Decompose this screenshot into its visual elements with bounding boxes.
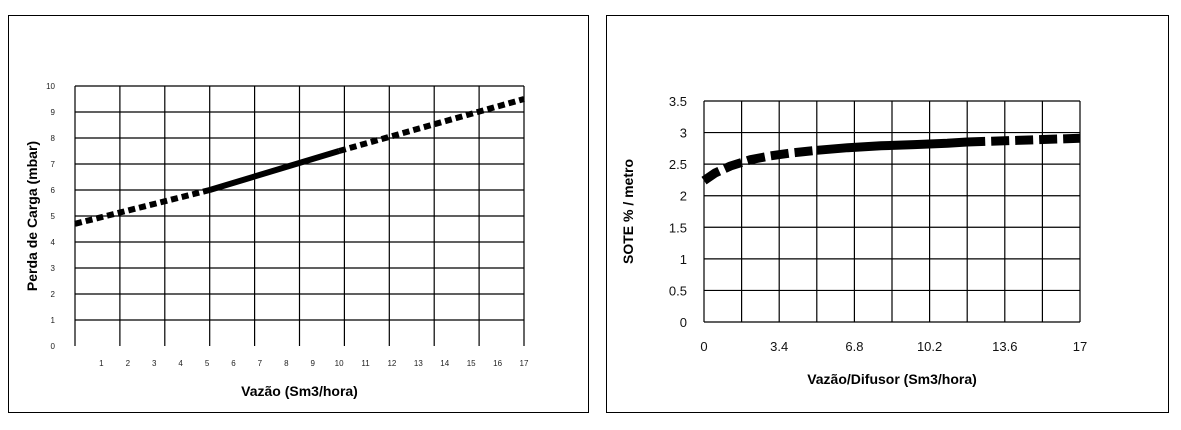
y-tick-label: 8 xyxy=(51,134,56,143)
x-tick-label: 17 xyxy=(1073,339,1087,354)
series-line-solid xyxy=(816,137,968,155)
y-tick-label: 0 xyxy=(680,315,687,330)
y-tick-label: 0.5 xyxy=(669,283,687,298)
series-line-dashed-high xyxy=(338,96,525,154)
y-tick-label: 2.5 xyxy=(669,157,687,172)
x-tick-label: 3 xyxy=(152,359,157,368)
x-tick-label: 12 xyxy=(387,359,396,368)
series-line-dashed-low xyxy=(74,187,211,227)
y-tick-label: 10 xyxy=(46,82,55,91)
x-tick-label: 16 xyxy=(493,359,502,368)
y-tick-label: 3.5 xyxy=(669,94,687,109)
y-tick-label: 1.5 xyxy=(669,220,687,235)
x-tick-label: 10 xyxy=(335,359,344,368)
x-tick-label: 9 xyxy=(310,359,315,368)
x-axis-label: Vazão/Difusor (Sm3/hora) xyxy=(807,371,977,387)
y-tick-label: 1 xyxy=(51,316,56,325)
y-tick-label: 2 xyxy=(51,290,56,299)
y-tick-label: 3 xyxy=(51,264,56,273)
x-tick-label: 14 xyxy=(440,359,449,368)
x-tick-label: 6.8 xyxy=(845,339,863,354)
x-tick-label: 11 xyxy=(361,359,370,368)
y-tick-label: 1 xyxy=(680,252,687,267)
chart-panel-head-loss: 0 1 2 3 4 5 6 7 8 9 10 1 2 3 4 5 6 7 8 9 10 11 12 13 14 15 16 17 Vaz… xyxy=(8,15,589,413)
series-line-dashed-end xyxy=(967,133,1081,147)
series-line-dashed-start xyxy=(701,145,818,185)
x-tick-label: 10.2 xyxy=(917,339,942,354)
x-tick-label: 13.6 xyxy=(992,339,1017,354)
y-tick-label: 2 xyxy=(680,189,687,204)
x-tick-label: 5 xyxy=(205,359,210,368)
y-tick-label: 0 xyxy=(51,342,56,351)
y-axis-label: SOTE % / metro xyxy=(620,159,636,264)
x-tick-label: 8 xyxy=(284,359,289,368)
x-tick-label: 4 xyxy=(178,359,183,368)
x-tick-label: 3.4 xyxy=(770,339,788,354)
y-tick-label: 7 xyxy=(51,160,56,169)
y-tick-label: 4 xyxy=(51,238,56,247)
y-tick-label: 5 xyxy=(51,212,56,221)
x-tick-label: 1 xyxy=(99,359,104,368)
x-tick-label: 15 xyxy=(467,359,476,368)
x-tick-label: 0 xyxy=(700,339,707,354)
x-tick-label: 6 xyxy=(231,359,236,368)
y-axis-label: Perda de Carga (mbar) xyxy=(24,141,40,291)
x-tick-label: 2 xyxy=(126,359,131,368)
y-tick-label: 3 xyxy=(680,126,687,141)
series-line-solid xyxy=(208,148,340,193)
chart-panel-sote: 0 0.5 1 1.5 2 2.5 3 3.5 0 3.4 6.8 10.2 13.6 17 Vazão/D… xyxy=(606,15,1169,413)
x-tick-label: 7 xyxy=(258,359,263,368)
x-axis-label: Vazão (Sm3/hora) xyxy=(241,383,358,399)
sote-chart: 0 0.5 1 1.5 2 2.5 3 3.5 0 3.4 6.8 10.2 13.6 17 Vazão/D… xyxy=(620,94,1087,387)
x-tick-label: 13 xyxy=(414,359,423,368)
y-tick-label: 6 xyxy=(51,186,56,195)
x-tick-label: 17 xyxy=(520,359,529,368)
y-tick-label: 9 xyxy=(51,108,56,117)
